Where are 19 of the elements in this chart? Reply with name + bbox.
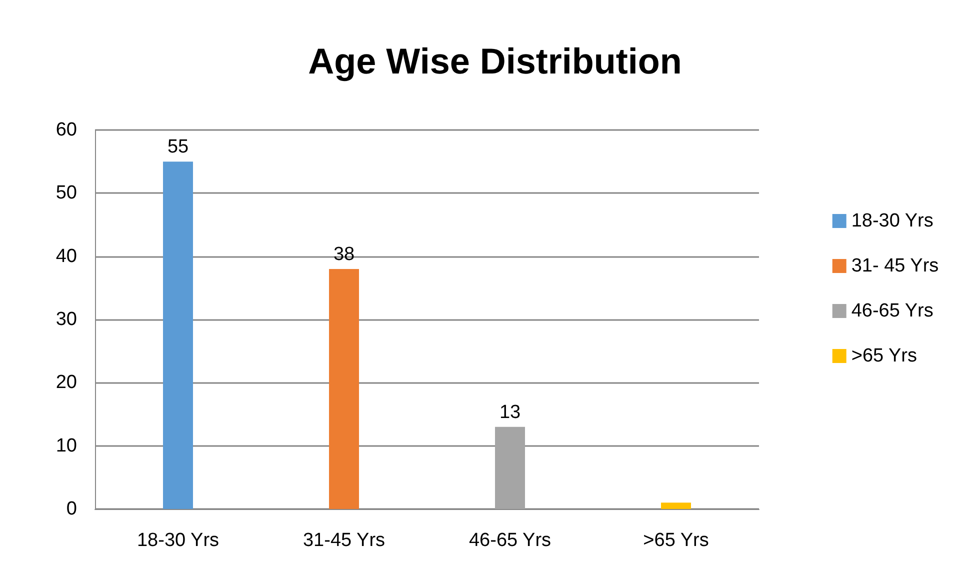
y-tick-label: 30 <box>56 309 77 330</box>
legend-label: 31- 45 Yrs <box>851 256 939 276</box>
legend-label: 46-65 Yrs <box>851 300 934 322</box>
x-tick-label: 31-45 Yrs <box>302 530 386 551</box>
x-tick-label: 46-65 Yrs <box>468 530 552 551</box>
y-tick-label: 20 <box>56 372 77 394</box>
y-tick-label: 50 <box>56 182 77 204</box>
x-tick-label: >65 Yrs <box>643 530 709 551</box>
data-label: 38 <box>333 244 355 265</box>
data-label: 55 <box>167 136 189 158</box>
legend-label: 18-30 Yrs <box>851 210 934 232</box>
y-tick-label: 60 <box>56 120 77 140</box>
legend-label: >65 Yrs <box>851 346 918 366</box>
y-tick-label: 0 <box>66 498 77 520</box>
x-tick-label: 18-30 Yrs <box>136 530 220 551</box>
data-label: 13 <box>499 402 521 423</box>
y-tick-label: 40 <box>56 246 77 267</box>
chart-title: Age Wise Distribution <box>308 40 682 82</box>
y-tick-label: 10 <box>56 435 77 456</box>
